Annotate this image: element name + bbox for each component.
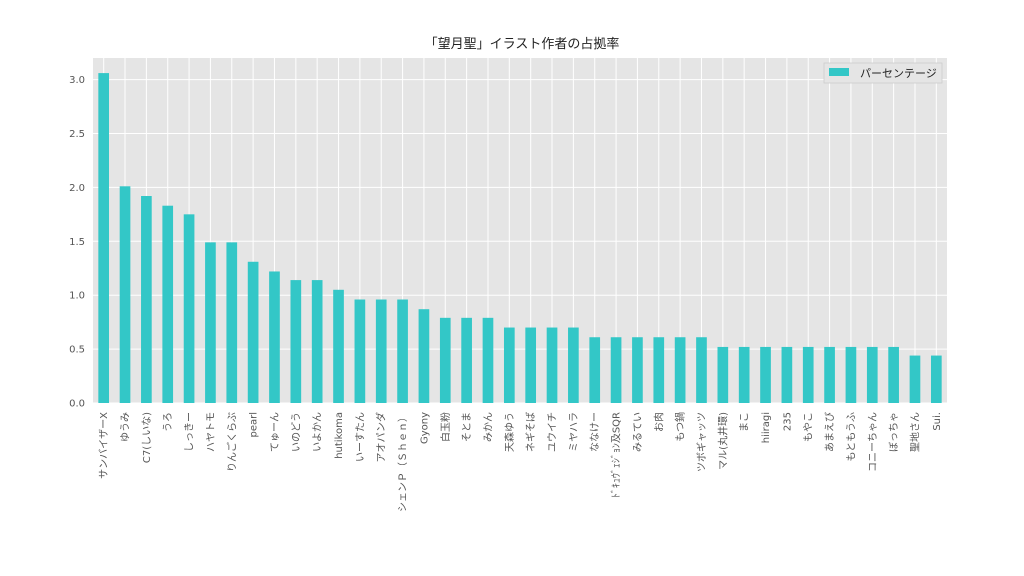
bar	[247, 261, 259, 403]
x-tick-label: いよかん	[312, 412, 324, 452]
x-tick-label: ツボギャッツ	[696, 412, 708, 472]
x-tick-label: ななけー	[589, 412, 601, 452]
x-tick-label: Sui.	[932, 412, 943, 431]
x-tick-label: みるてい	[632, 412, 644, 452]
legend: パーセンテージ	[823, 62, 943, 84]
x-tick-label: pearl	[249, 412, 260, 438]
bar	[632, 337, 643, 403]
bar	[568, 327, 579, 403]
bar	[269, 271, 280, 403]
y-tick-label: 1.5	[69, 237, 85, 248]
bar	[653, 337, 665, 403]
legend-box	[823, 62, 943, 84]
x-tick-label: しっきー	[184, 412, 196, 452]
bar	[824, 346, 835, 403]
x-tick-label: コニーちゃん	[867, 412, 879, 472]
bar	[781, 346, 793, 403]
x-tick-label: もつ鍋	[674, 412, 687, 442]
bar	[397, 299, 408, 403]
chart-title: 「望月聖」イラスト作者の占拠率	[425, 36, 620, 52]
x-tick-label: もやこ	[803, 412, 815, 442]
bar	[866, 346, 878, 403]
bar	[418, 309, 430, 403]
x-tick-label: いーすたん	[354, 412, 366, 462]
bar	[525, 327, 537, 403]
bar	[205, 242, 216, 403]
y-axis: 0.0 0.5 1.0 1.5 2.0 2.5 3.0	[69, 75, 85, 409]
x-tick-label: 白玉粉	[439, 412, 452, 442]
bars-group	[98, 73, 942, 403]
x-tick-label: あまえび	[824, 412, 836, 452]
x-tick-label: みかん	[482, 412, 494, 442]
x-tick-label: C7(しいな)	[141, 412, 153, 463]
bar	[311, 280, 323, 403]
y-tick-label: 3.0	[69, 75, 85, 86]
x-tick-label: ﾄﾞｷｭｳﾞｪｼﾞｮﾝ及SQR	[611, 412, 623, 498]
bar	[589, 337, 601, 403]
x-tick-label: ぼっちゃ	[888, 412, 900, 452]
x-tick-label: hutikoma	[334, 412, 345, 459]
bar	[290, 280, 302, 403]
x-tick-label: 聖地さん	[908, 412, 921, 452]
bar	[461, 317, 472, 403]
x-tick-label: 天森ゆう	[503, 412, 516, 452]
bar	[333, 289, 344, 403]
x-axis: サンバイザーX ゆうみ C7(しいな) うろ しっきー ハヤトモ りんごくらぶ pearl てゅ…	[98, 412, 943, 512]
bar	[546, 327, 558, 403]
x-tick-label: まこ	[739, 412, 751, 432]
x-tick-label: そとま	[461, 412, 473, 442]
bar	[674, 337, 686, 403]
bar	[439, 317, 451, 403]
x-tick-label: アオパンダ	[375, 412, 388, 463]
bar	[482, 317, 494, 403]
x-tick-label: ネギそば	[525, 412, 537, 452]
y-tick-label: 0.5	[69, 345, 85, 356]
bar	[930, 355, 942, 403]
bar	[354, 299, 366, 403]
bar	[760, 346, 771, 403]
bar	[226, 242, 238, 403]
x-tick-label: ゆうみ	[120, 412, 132, 442]
x-tick-label: ハヤトモ	[206, 412, 217, 452]
x-tick-label: hiiragi	[761, 412, 772, 443]
x-tick-label: りんごくらぶ	[225, 412, 238, 472]
legend-label: パーセンテージ	[860, 67, 937, 80]
bar	[503, 327, 515, 403]
bar	[98, 73, 110, 403]
x-tick-label: シェンＰ（Ｓｈｅｎ）	[397, 412, 409, 512]
plot-area	[93, 58, 947, 403]
x-tick-label: ユウイチ	[547, 412, 559, 452]
y-tick-label: 2.5	[69, 129, 85, 140]
bar	[141, 196, 152, 403]
x-tick-label: サンバイザーX	[98, 412, 110, 479]
x-tick-label: いのどう	[290, 412, 302, 452]
x-tick-label: もともうふ	[845, 412, 857, 462]
x-tick-label: マル(丸井環)	[716, 412, 729, 470]
bar	[696, 337, 707, 403]
x-tick-label: Gyony	[419, 412, 430, 444]
x-tick-label: 235	[782, 412, 793, 431]
y-tick-label: 1.0	[69, 291, 85, 302]
bar	[375, 299, 387, 403]
bar	[909, 355, 921, 403]
y-tick-label: 0.0	[69, 399, 85, 410]
bar	[888, 346, 899, 403]
bar	[845, 346, 857, 403]
bar	[717, 346, 729, 403]
bar	[610, 337, 622, 403]
y-tick-label: 2.0	[69, 183, 85, 194]
x-tick-label: お肉	[652, 412, 665, 432]
legend-swatch	[829, 68, 849, 76]
bar	[183, 214, 195, 403]
x-tick-label: うろ	[162, 412, 174, 432]
x-tick-label: てゅーん	[269, 412, 281, 452]
bar	[119, 186, 131, 403]
x-tick-label: ミヤハラ	[568, 412, 580, 452]
bar	[162, 205, 174, 403]
bar	[802, 346, 814, 403]
bar	[738, 346, 750, 403]
